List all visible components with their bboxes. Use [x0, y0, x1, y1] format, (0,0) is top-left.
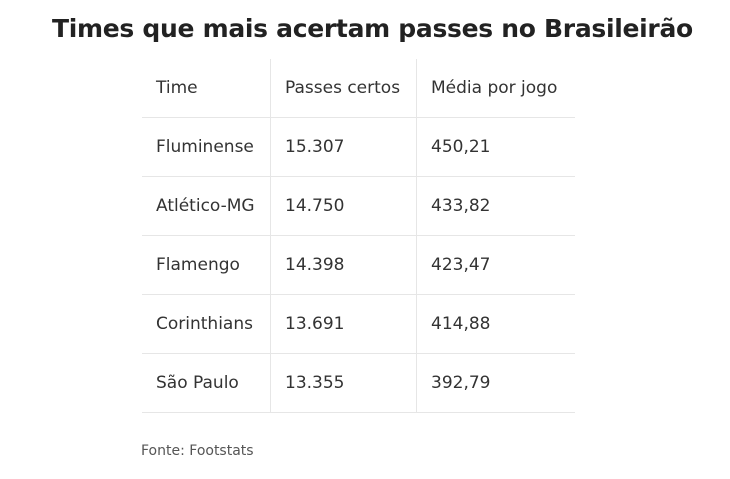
cell: São Paulo	[142, 353, 271, 413]
header-cell: Time	[142, 59, 271, 118]
table-row: Atlético-MG 14.750 433,82	[142, 176, 575, 236]
cell: 13.355	[270, 353, 417, 413]
header-cell: Passes certos	[270, 59, 417, 118]
cell: Atlético-MG	[142, 176, 271, 236]
table-row: Corinthians 13.691 414,88	[142, 294, 575, 354]
cell: 414,88	[416, 294, 575, 354]
source: Fonte: Footstats	[141, 443, 254, 459]
cell: 450,21	[416, 117, 575, 177]
header-cell: Média por jogo	[416, 59, 575, 118]
cell: Corinthians	[142, 294, 271, 354]
title: Times que mais acertam passes no Brasile…	[52, 14, 693, 43]
cell: 14.750	[270, 176, 417, 236]
table-row: São Paulo 13.355 392,79	[142, 353, 575, 413]
cell: Fluminense	[142, 117, 271, 177]
cell: 392,79	[416, 353, 575, 413]
table: Time Passes certos Média por jogo Fluminens…	[142, 59, 575, 413]
cell: 433,82	[416, 176, 575, 236]
cell: 15.307	[270, 117, 417, 177]
cell: 14.398	[270, 235, 417, 295]
cell: Flamengo	[142, 235, 271, 295]
cell: 423,47	[416, 235, 575, 295]
header-row: Time Passes certos Média por jogo	[142, 59, 575, 118]
cell: 13.691	[270, 294, 417, 354]
table-row: Flamengo 14.398 423,47	[142, 235, 575, 295]
table-row: Fluminense 15.307 450,21	[142, 117, 575, 177]
